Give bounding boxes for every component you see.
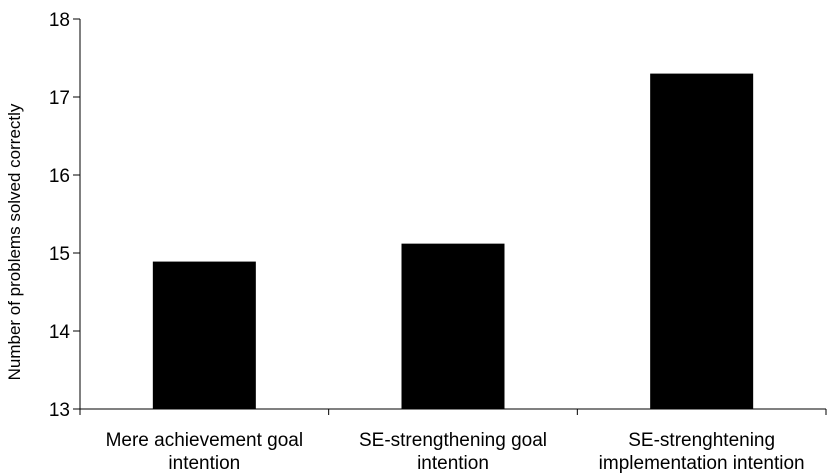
y-ticks-group: 13 14 15 16 17 18 bbox=[49, 10, 80, 421]
bar bbox=[152, 261, 256, 409]
y-axis-title: Number of problems solved correctly bbox=[5, 103, 24, 380]
y-tick-label: 18 bbox=[49, 10, 70, 31]
x-category-label: SE-strengthening goal bbox=[359, 430, 547, 451]
bar bbox=[401, 243, 505, 409]
x-category-label: intention bbox=[417, 453, 489, 474]
y-tick-label: 16 bbox=[49, 166, 70, 187]
y-tick-label: 15 bbox=[49, 244, 70, 265]
x-category-label: SE-strenghtening bbox=[628, 430, 775, 451]
x-category-label: Mere achievement goal bbox=[106, 430, 304, 451]
x-category-label: implementation intention bbox=[599, 453, 805, 474]
y-tick-label: 14 bbox=[49, 322, 71, 343]
x-ticks-group: Mere achievement goalintentionSE-strengt… bbox=[79, 409, 827, 474]
y-tick-label: 17 bbox=[49, 88, 70, 109]
bars-group bbox=[152, 73, 754, 409]
x-category-label: intention bbox=[168, 453, 240, 474]
bar bbox=[650, 73, 754, 409]
y-tick-label: 13 bbox=[49, 400, 70, 421]
